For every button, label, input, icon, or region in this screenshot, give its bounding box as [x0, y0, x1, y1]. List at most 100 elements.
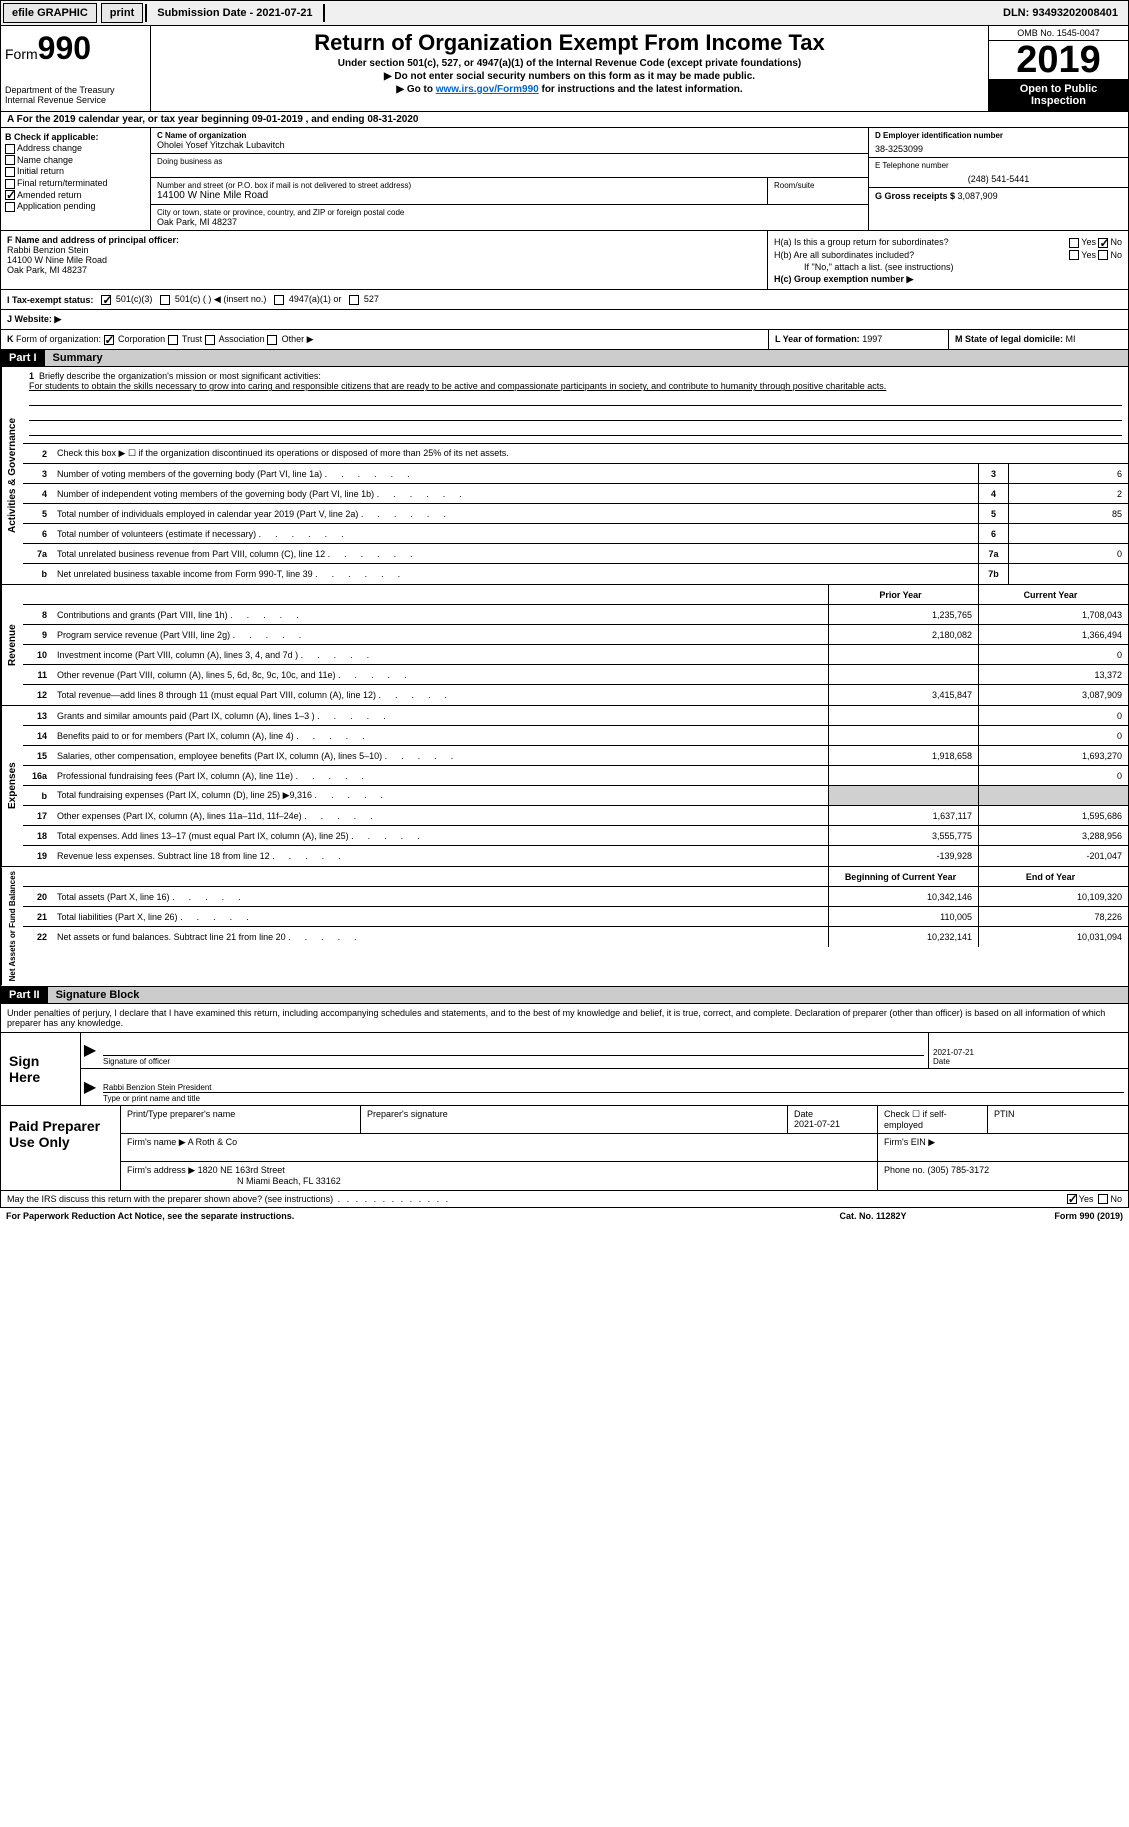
- line-9: 9Program service revenue (Part VIII, lin…: [23, 625, 1128, 645]
- exempt-501c3[interactable]: 501(c)(3): [101, 294, 152, 305]
- foot-left: For Paperwork Reduction Act Notice, see …: [6, 1211, 773, 1221]
- website-row: J Website: ▶: [0, 310, 1129, 330]
- room-label: Room/suite: [774, 181, 862, 190]
- p2c2: Firm's EIN ▶: [878, 1134, 1128, 1161]
- mission-label: Briefly describe the organization's miss…: [39, 371, 321, 381]
- p1c3v: 2021-07-21: [794, 1119, 840, 1129]
- top-bar: efile GRAPHIC print Submission Date - 20…: [0, 0, 1129, 26]
- line-12: 12Total revenue—add lines 8 through 11 (…: [23, 685, 1128, 705]
- sign-label: Sign Here: [1, 1033, 81, 1105]
- line-13: 13Grants and similar amounts paid (Part …: [23, 706, 1128, 726]
- preparer-section: Paid Preparer Use Only Print/Type prepar…: [0, 1106, 1129, 1191]
- room-cell: Room/suite: [768, 178, 868, 204]
- line-a: A For the 2019 calendar year, or tax yea…: [0, 112, 1129, 128]
- opt-3: Final return/terminated: [17, 178, 108, 188]
- city-label: City or town, state or province, country…: [157, 208, 862, 217]
- box-e: E Telephone number (248) 541-5441: [869, 158, 1128, 188]
- opt-2: Initial return: [17, 166, 64, 176]
- sub3-pre: ▶ Go to: [396, 84, 435, 95]
- na-body: Beginning of Current Year End of Year 20…: [23, 867, 1128, 985]
- opt-address[interactable]: Address change: [5, 143, 146, 154]
- penalty-text: Under penalties of perjury, I declare th…: [0, 1004, 1129, 1033]
- subtitle-3: ▶ Go to www.irs.gov/Form990 for instruct…: [155, 84, 984, 95]
- line-15: 15Salaries, other compensation, employee…: [23, 746, 1128, 766]
- sub3-post: for instructions and the latest informat…: [539, 84, 743, 95]
- p2c1v: A Roth & Co: [188, 1137, 238, 1147]
- sig-cell: Signature of officer: [99, 1033, 928, 1068]
- vert-gov: Activities & Governance: [1, 367, 23, 584]
- p2c1l: Firm's name ▶: [127, 1137, 188, 1147]
- exempt-501c[interactable]: 501(c) ( ) ◀ (insert no.): [160, 294, 266, 305]
- prep-right: Print/Type preparer's name Preparer's si…: [121, 1106, 1128, 1190]
- part1-header: Part I Summary: [0, 350, 1129, 367]
- form-num: 990: [38, 30, 91, 66]
- sig-row-1: ▶ Signature of officer 2021-07-21 Date: [81, 1033, 1128, 1069]
- opt-initial[interactable]: Initial return: [5, 166, 146, 177]
- ein-value: 38-3253099: [875, 144, 1122, 154]
- governance-section: Activities & Governance 1 Briefly descri…: [0, 367, 1129, 585]
- dln-value: 93493202008401: [1032, 7, 1118, 19]
- opt-amended[interactable]: Amended return: [5, 190, 146, 201]
- street-row: Number and street (or P.O. box if mail i…: [151, 178, 868, 205]
- revenue-section: Revenue Prior Year Current Year 8Contrib…: [0, 585, 1129, 706]
- rev-body: Prior Year Current Year 8Contributions a…: [23, 585, 1128, 705]
- officer-city: Oak Park, MI 48237: [7, 265, 761, 275]
- org-name: Oholei Yosef Yitzchak Lubavitch: [157, 140, 862, 150]
- header-row: Form990 Department of the Treasury Inter…: [0, 26, 1129, 112]
- mission-box: 1 Briefly describe the organization's mi…: [23, 367, 1128, 444]
- open-public: Open to Public Inspection: [989, 79, 1128, 111]
- na-curr-hdr: End of Year: [978, 867, 1128, 886]
- sig-name-label: Type or print name and title: [103, 1092, 1124, 1103]
- gov-body: 1 Briefly describe the organization's mi…: [23, 367, 1128, 584]
- line-22: 22Net assets or fund balances. Subtract …: [23, 927, 1128, 947]
- p1c3l: Date: [794, 1109, 813, 1119]
- p1c3: Date2021-07-21: [788, 1106, 878, 1133]
- prep-row-1: Print/Type preparer's name Preparer's si…: [121, 1106, 1128, 1134]
- line-14: 14Benefits paid to or for members (Part …: [23, 726, 1128, 746]
- gov-line-4: 4Number of independent voting members of…: [23, 484, 1128, 504]
- ha-no: No: [1110, 237, 1122, 247]
- opt-final[interactable]: Final return/terminated: [5, 178, 146, 189]
- line-b: bTotal fundraising expenses (Part IX, co…: [23, 786, 1128, 806]
- hb-yes: Yes: [1081, 250, 1096, 260]
- p3c1: Firm's address ▶ 1820 NE 163rd Street N …: [121, 1162, 878, 1190]
- p1c1: Print/Type preparer's name: [121, 1106, 361, 1133]
- exempt-label: I Tax-exempt status:: [7, 295, 93, 305]
- box-d: D Employer identification number 38-3253…: [869, 128, 1128, 158]
- exp-body: 13Grants and similar amounts paid (Part …: [23, 706, 1128, 866]
- line-8: 8Contributions and grants (Part VIII, li…: [23, 605, 1128, 625]
- prep-label: Paid Preparer Use Only: [1, 1106, 121, 1190]
- gov-line-b: bNet unrelated business taxable income f…: [23, 564, 1128, 584]
- dln-label: DLN:: [1003, 7, 1032, 19]
- opt-pending[interactable]: Application pending: [5, 201, 146, 212]
- vert-exp: Expenses: [1, 706, 23, 866]
- hb-note: If "No," attach a list. (see instruction…: [804, 262, 1122, 272]
- vert-rev: Revenue: [1, 585, 23, 705]
- submission-date: Submission Date - 2021-07-21: [145, 4, 324, 22]
- gov-line-7a: 7aTotal unrelated business revenue from …: [23, 544, 1128, 564]
- exempt-row: I Tax-exempt status: 501(c)(3) 501(c) ( …: [0, 290, 1129, 310]
- opt-name[interactable]: Name change: [5, 155, 146, 166]
- instructions-link[interactable]: www.irs.gov/Form990: [436, 84, 539, 95]
- box-h: H(a) Is this a group return for subordin…: [768, 231, 1128, 289]
- exempt-4947[interactable]: 4947(a)(1) or: [274, 294, 341, 305]
- p3c1v2: N Miami Beach, FL 33162: [237, 1176, 341, 1186]
- exempt-527[interactable]: 527: [349, 294, 379, 305]
- l-value: 1997: [862, 334, 882, 344]
- part2-title: Signature Block: [48, 987, 1128, 1003]
- discuss-row: May the IRS discuss this return with the…: [0, 1191, 1129, 1209]
- ha-opts: Yes No: [1069, 237, 1122, 248]
- phone-value: (248) 541-5441: [875, 174, 1122, 184]
- e-o2: 501(c) ( ) ◀ (insert no.): [175, 294, 266, 304]
- line-19: 19Revenue less expenses. Subtract line 1…: [23, 846, 1128, 866]
- footer: For Paperwork Reduction Act Notice, see …: [0, 1208, 1129, 1224]
- form-number: Form990: [5, 30, 146, 67]
- hb-opts: Yes No: [1069, 250, 1122, 261]
- print-button[interactable]: print: [101, 3, 143, 23]
- header-left: Form990 Department of the Treasury Inter…: [1, 26, 151, 111]
- p1c2: Preparer's signature: [361, 1106, 788, 1133]
- p1c4: Check ☐ if self-employed: [878, 1106, 988, 1133]
- opt-1: Name change: [17, 155, 73, 165]
- d-yes: Yes: [1079, 1194, 1094, 1204]
- e-o1: 501(c)(3): [116, 294, 153, 304]
